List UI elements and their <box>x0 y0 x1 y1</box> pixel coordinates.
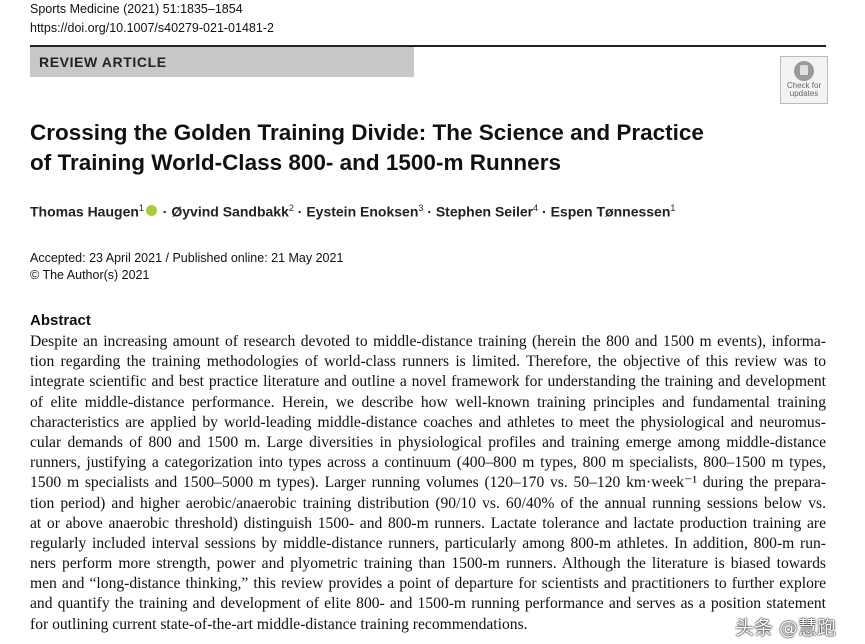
abstract-line: Despite an increasing amount of research… <box>30 333 826 350</box>
abstract-line: men and “long-distance thinking,” this r… <box>30 575 826 593</box>
abstract-line: integrate scientific and best practice l… <box>30 373 826 391</box>
abstract-heading: Abstract <box>30 312 91 329</box>
affiliation-mark: 2 <box>288 203 294 213</box>
abstract-line: regularly included interval sessions by … <box>30 534 826 552</box>
orcid-icon[interactable] <box>145 204 157 216</box>
author-list: Thomas Haugen1 · Øyvind Sandbakk2 · Eyst… <box>30 203 676 220</box>
paper-title: Crossing the Golden Training Divide: The… <box>30 118 704 178</box>
doi-link[interactable]: https://doi.org/10.1007/s40279-021-01481… <box>30 21 274 35</box>
abstract-body: Despite an increasing amount of research… <box>30 332 826 635</box>
author[interactable]: Espen Tønnessen <box>550 203 671 220</box>
copyright: © The Author(s) 2021 <box>30 268 150 282</box>
publication-info: Accepted: 23 April 2021 / Published onli… <box>30 250 343 284</box>
abstract-line: cular demands of 800 and 1500 m. Large d… <box>30 433 826 451</box>
author[interactable]: Thomas Haugen <box>30 203 139 220</box>
check-for-updates-button[interactable]: Check for updates <box>780 56 828 104</box>
author[interactable]: Øyvind Sandbakk <box>171 203 289 220</box>
header-rule <box>30 45 826 47</box>
affiliation-mark: 1 <box>670 203 676 213</box>
journal-citation: Sports Medicine (2021) 51:1835–1854 <box>30 2 243 16</box>
abstract-line: characteristics are applied by world-lea… <box>30 413 826 431</box>
abstract-line: runners, justifying a categorization int… <box>30 454 826 472</box>
author[interactable]: Eystein Enoksen <box>306 203 419 220</box>
abstract-line: and quantify the training and developmen… <box>30 595 826 613</box>
abstract-line: ners perform more strength, power and pl… <box>30 555 826 573</box>
article-type-banner: REVIEW ARTICLE <box>30 47 414 77</box>
watermark: 头条 @慧跑 <box>735 617 837 639</box>
abstract-line: of elite middle-distance performance. He… <box>30 393 826 411</box>
check-label-2: updates <box>789 89 819 98</box>
abstract-line: for outlining current state-of-the-art m… <box>30 615 528 633</box>
abstract-line: tion regarding the training methodologie… <box>30 353 826 371</box>
affiliation-mark: 3 <box>418 203 424 213</box>
dates: Accepted: 23 April 2021 / Published onli… <box>30 251 344 265</box>
article-type: REVIEW ARTICLE <box>39 54 167 70</box>
affiliation-mark: 1 <box>138 203 144 213</box>
bookmark-icon <box>794 61 814 81</box>
title-line: Crossing the Golden Training Divide: The… <box>30 120 704 145</box>
abstract-line: 1500 m specialists and 1500–5000 m types… <box>30 474 826 492</box>
title-line: of Training World-Class 800- and 1500-m … <box>30 150 561 175</box>
check-label-1: Check for <box>786 81 822 90</box>
abstract-line: tion period) and higher aerobic/anaerobi… <box>30 494 826 512</box>
affiliation-mark: 4 <box>533 203 539 213</box>
author[interactable]: Stephen Seiler <box>435 203 534 220</box>
abstract-line: at or above anaerobic threshold) disting… <box>30 514 826 532</box>
